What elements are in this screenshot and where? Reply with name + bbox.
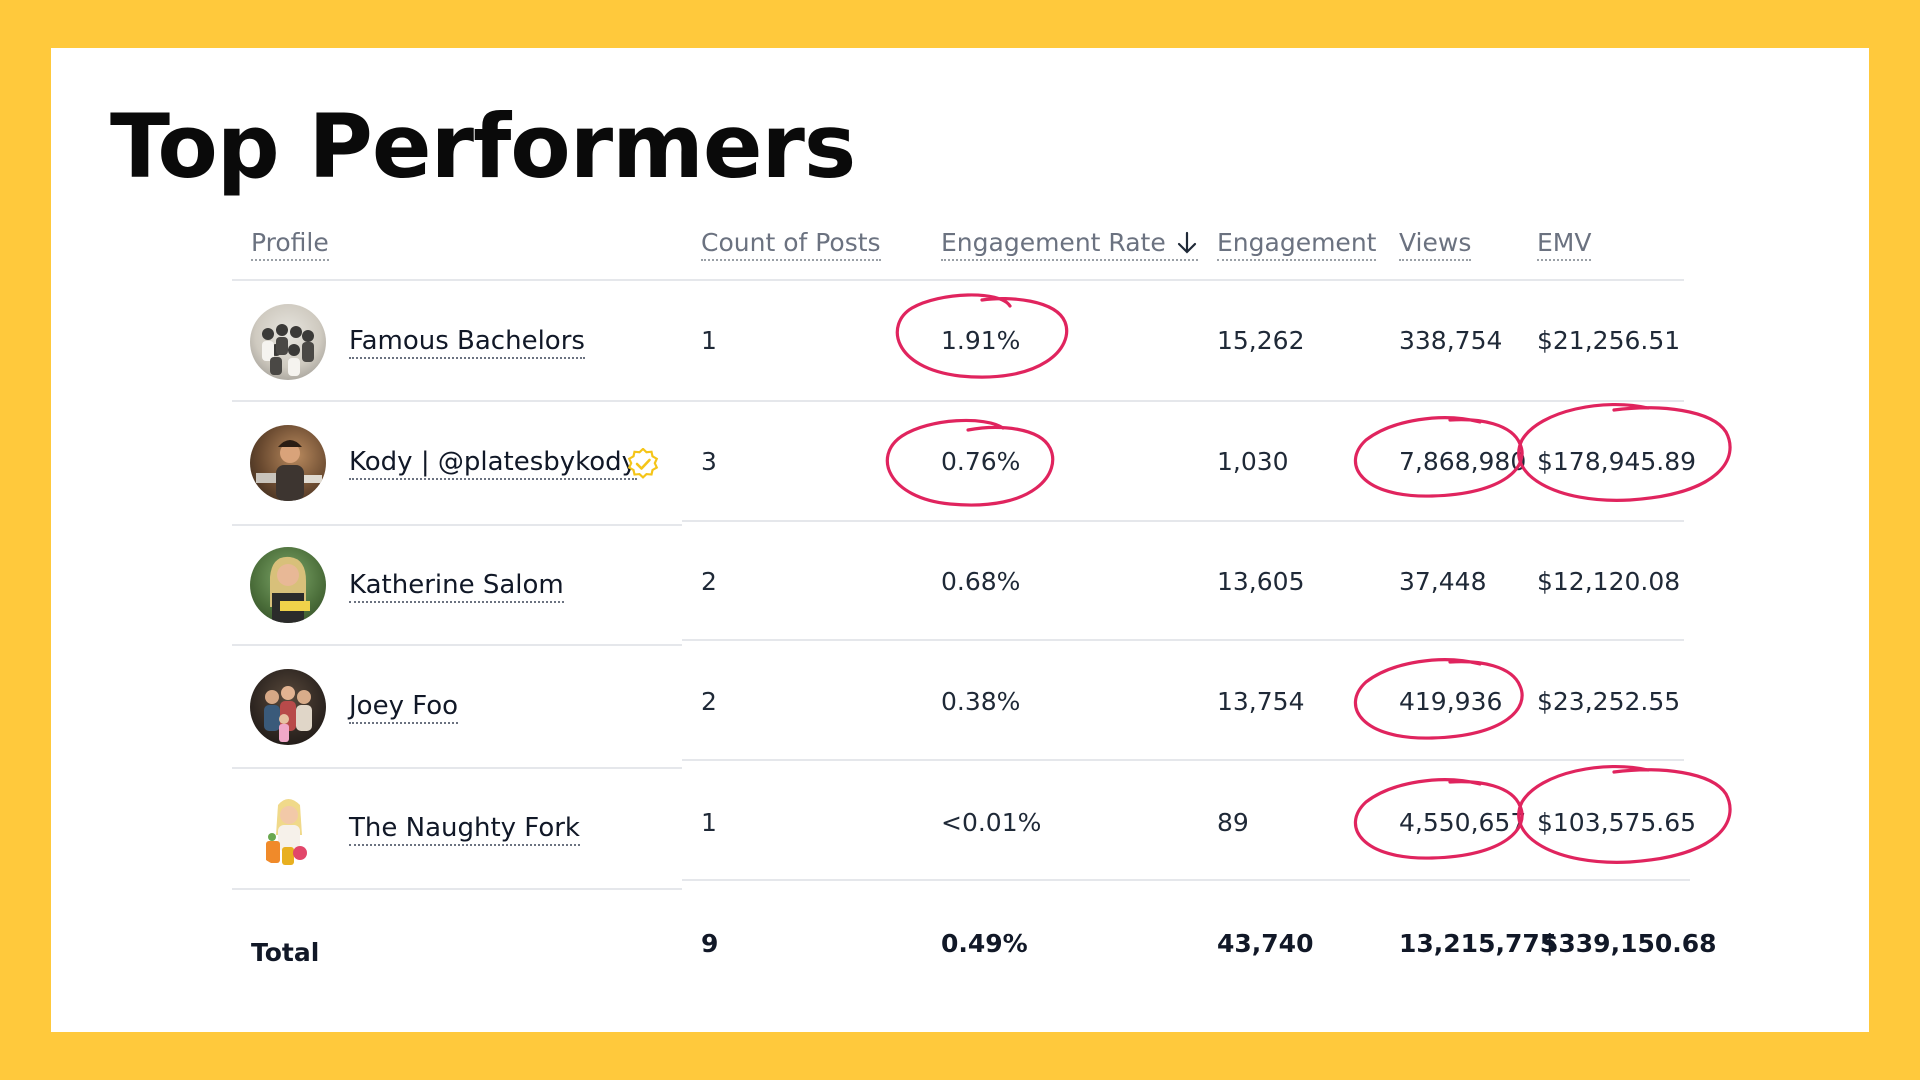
cell-emv: $23,252.55 (1537, 687, 1681, 716)
avatar[interactable] (250, 791, 326, 867)
profile-name-link[interactable]: Joey Foo (349, 691, 459, 724)
slide-card (51, 48, 1869, 1032)
cell-engagement-rate: 1.91% (941, 326, 1021, 355)
row-divider (232, 400, 682, 402)
column-header-engagement-rate-label: Engagement Rate (941, 228, 1166, 257)
cell-emv: $103,575.65 (1537, 808, 1697, 837)
row-divider (682, 639, 1684, 641)
cell-emv: $178,945.89 (1537, 447, 1697, 476)
profile-name-link[interactable]: Katherine Salom (349, 570, 564, 603)
row-divider (682, 400, 1684, 402)
cell-views: 4,550,657 (1399, 808, 1527, 837)
row-divider (232, 279, 682, 281)
total-label: Total (251, 938, 320, 967)
profile-name-link[interactable]: Kody | @platesbykody (349, 447, 638, 480)
cell-views: 338,754 (1399, 326, 1503, 355)
cell-posts: 1 (701, 326, 717, 355)
avatar[interactable] (250, 425, 326, 501)
row-divider (232, 524, 682, 526)
column-header-engagement-rate[interactable]: Engagement Rate (941, 228, 1198, 261)
total-views: 13,215,775 (1399, 929, 1558, 958)
avatar[interactable] (250, 547, 326, 623)
avatar[interactable] (250, 669, 326, 745)
row-divider (682, 879, 1690, 881)
cell-posts: 2 (701, 687, 717, 716)
cell-posts: 1 (701, 808, 717, 837)
column-header-count-of-posts[interactable]: Count of Posts (701, 228, 881, 261)
cell-engagement: 13,754 (1217, 687, 1305, 716)
cell-views: 419,936 (1399, 687, 1503, 716)
row-divider (682, 759, 1684, 761)
avatar[interactable] (250, 304, 326, 380)
cell-emv: $21,256.51 (1537, 326, 1681, 355)
arrow-down-icon[interactable] (1176, 231, 1198, 255)
cell-engagement-rate: 0.76% (941, 447, 1021, 476)
verified-badge-icon (627, 448, 659, 479)
profile-name-link[interactable]: Famous Bachelors (349, 326, 585, 359)
cell-engagement-rate: <0.01% (941, 808, 1042, 837)
cell-emv: $12,120.08 (1537, 567, 1681, 596)
row-divider (682, 279, 1684, 281)
column-header-profile[interactable]: Profile (251, 228, 329, 261)
total-emv: $339,150.68 (1541, 929, 1717, 958)
total-engagement-rate: 0.49% (941, 929, 1028, 958)
cell-posts: 3 (701, 447, 717, 476)
cell-posts: 2 (701, 567, 717, 596)
total-posts: 9 (701, 929, 719, 958)
cell-engagement: 89 (1217, 808, 1249, 837)
column-header-views[interactable]: Views (1399, 228, 1472, 261)
total-engagement: 43,740 (1217, 929, 1314, 958)
cell-views: 37,448 (1399, 567, 1487, 596)
row-divider (232, 644, 682, 646)
column-header-emv[interactable]: EMV (1537, 228, 1592, 261)
page-title: Top Performers (110, 95, 856, 198)
cell-views: 7,868,980 (1399, 447, 1527, 476)
cell-engagement-rate: 0.38% (941, 687, 1021, 716)
cell-engagement: 13,605 (1217, 567, 1305, 596)
cell-engagement: 1,030 (1217, 447, 1289, 476)
cell-engagement-rate: 0.68% (941, 567, 1021, 596)
row-divider (232, 888, 682, 890)
column-header-engagement[interactable]: Engagement (1217, 228, 1377, 261)
cell-engagement: 15,262 (1217, 326, 1305, 355)
row-divider (682, 520, 1684, 522)
profile-name-link[interactable]: The Naughty Fork (349, 813, 580, 846)
row-divider (232, 767, 682, 769)
